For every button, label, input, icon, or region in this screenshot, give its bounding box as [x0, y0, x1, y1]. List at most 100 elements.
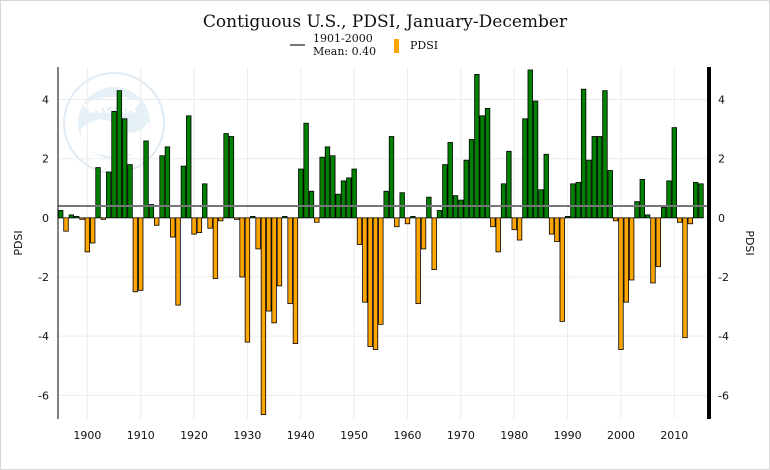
x-tick-label: 2000 [607, 429, 635, 442]
y-axis-title-right: PDSI [743, 230, 756, 255]
bar-1932 [255, 217, 261, 250]
bar-1965 [431, 217, 437, 271]
bar-1897 [68, 214, 75, 219]
bar-1940 [298, 168, 304, 219]
bar-1931 [250, 215, 256, 219]
bar-1987 [548, 217, 555, 235]
bar-2008 [660, 207, 667, 219]
bar-1980 [511, 217, 517, 231]
bar-1906 [116, 90, 123, 219]
bar-2014 [692, 181, 699, 219]
bar-1986 [543, 153, 549, 219]
bar-1909 [132, 217, 139, 293]
x-tick-label: 1980 [500, 429, 528, 442]
bar-1979 [506, 150, 512, 219]
bar-2006 [650, 217, 656, 284]
bar-1955 [378, 217, 384, 325]
bar-1928 [234, 217, 240, 220]
bar-1957 [388, 136, 395, 219]
y-tick-label-right: -4 [718, 330, 729, 343]
bar-1949 [346, 177, 352, 219]
x-tick-label: 1920 [180, 429, 208, 442]
bar-1994 [586, 159, 592, 219]
bar-1926 [223, 133, 229, 219]
bar-1908 [127, 164, 133, 219]
x-tick-label: 1940 [287, 429, 315, 442]
bar-1913 [154, 217, 160, 226]
bar-1970 [458, 199, 464, 219]
bar-1901 [90, 217, 96, 244]
bar-2005 [644, 214, 651, 219]
bar-1991 [570, 183, 576, 219]
bar-1982 [522, 118, 528, 219]
bar-2009 [666, 180, 672, 219]
bar-1998 [607, 170, 613, 219]
bar-1944 [319, 156, 325, 219]
bar-1937 [282, 215, 288, 219]
bar-1962 [415, 217, 421, 305]
bar-1895 [58, 210, 64, 219]
bar-1950 [351, 168, 357, 219]
legend-mean-label-period: 1901-2000 [313, 32, 373, 45]
bar-1966 [436, 210, 443, 219]
bar-1903 [100, 217, 107, 220]
bar-1958 [394, 217, 400, 228]
y-tick-label-left: 2 [42, 153, 49, 166]
y-tick-label-left: -2 [38, 271, 49, 284]
legend-mean-label-value: Mean: 0.40 [313, 45, 376, 58]
bar-1904 [106, 171, 112, 219]
bar-1946 [330, 155, 336, 219]
x-tick-label: 2010 [660, 429, 688, 442]
legend-bar-label: PDSI [410, 39, 438, 52]
y-tick-label-right: 0 [718, 212, 725, 225]
y-tick-label-left: 0 [42, 212, 49, 225]
bar-1933 [260, 217, 267, 415]
bar-1898 [74, 215, 80, 219]
bar-1935 [271, 217, 277, 324]
bar-1989 [559, 217, 565, 322]
bar-2015 [698, 183, 704, 219]
bar-1971 [463, 159, 469, 219]
bar-1921 [196, 217, 203, 234]
bar-1930 [244, 217, 251, 343]
bar-1945 [324, 146, 331, 219]
bar-1936 [276, 217, 283, 287]
bar-1918 [180, 165, 187, 219]
bar-1995 [591, 136, 597, 219]
bar-2002 [628, 217, 635, 281]
bar-1956 [383, 190, 389, 219]
bar-1942 [308, 190, 315, 219]
bar-1915 [164, 146, 171, 219]
bar-1988 [554, 217, 560, 242]
chart-title: Contiguous U.S., PDSI, January-December [203, 12, 568, 32]
y-axis-title-left: PDSI [12, 230, 25, 255]
legend: 1901-2000 Mean: 0.40 PDSI [290, 32, 438, 58]
bar-1953 [367, 217, 373, 347]
x-tick-label: 1900 [73, 429, 101, 442]
bar-1960 [404, 217, 411, 225]
bar-1999 [612, 217, 619, 222]
y-tick-label-left: -4 [38, 330, 49, 343]
bar-2011 [676, 217, 683, 223]
bar-2013 [687, 217, 693, 225]
bar-1990 [564, 215, 571, 219]
bar-1951 [356, 217, 363, 245]
bar-1910 [138, 217, 144, 291]
bar-1911 [143, 140, 149, 219]
bar-1902 [95, 167, 101, 219]
bar-1973 [474, 73, 480, 219]
bar-1977 [495, 217, 501, 253]
bar-1992 [575, 181, 581, 219]
bar-1964 [426, 196, 432, 219]
bar-1924 [212, 217, 219, 279]
watermark-text: NOAA [92, 101, 137, 117]
bar-1967 [442, 164, 448, 219]
bar-1899 [79, 217, 85, 220]
x-tick-label: 1930 [233, 429, 261, 442]
bar-2004 [639, 179, 645, 219]
bar-1923 [207, 217, 213, 229]
bar-1900 [84, 217, 91, 253]
bar-1917 [175, 217, 181, 306]
bar-1993 [580, 88, 587, 219]
